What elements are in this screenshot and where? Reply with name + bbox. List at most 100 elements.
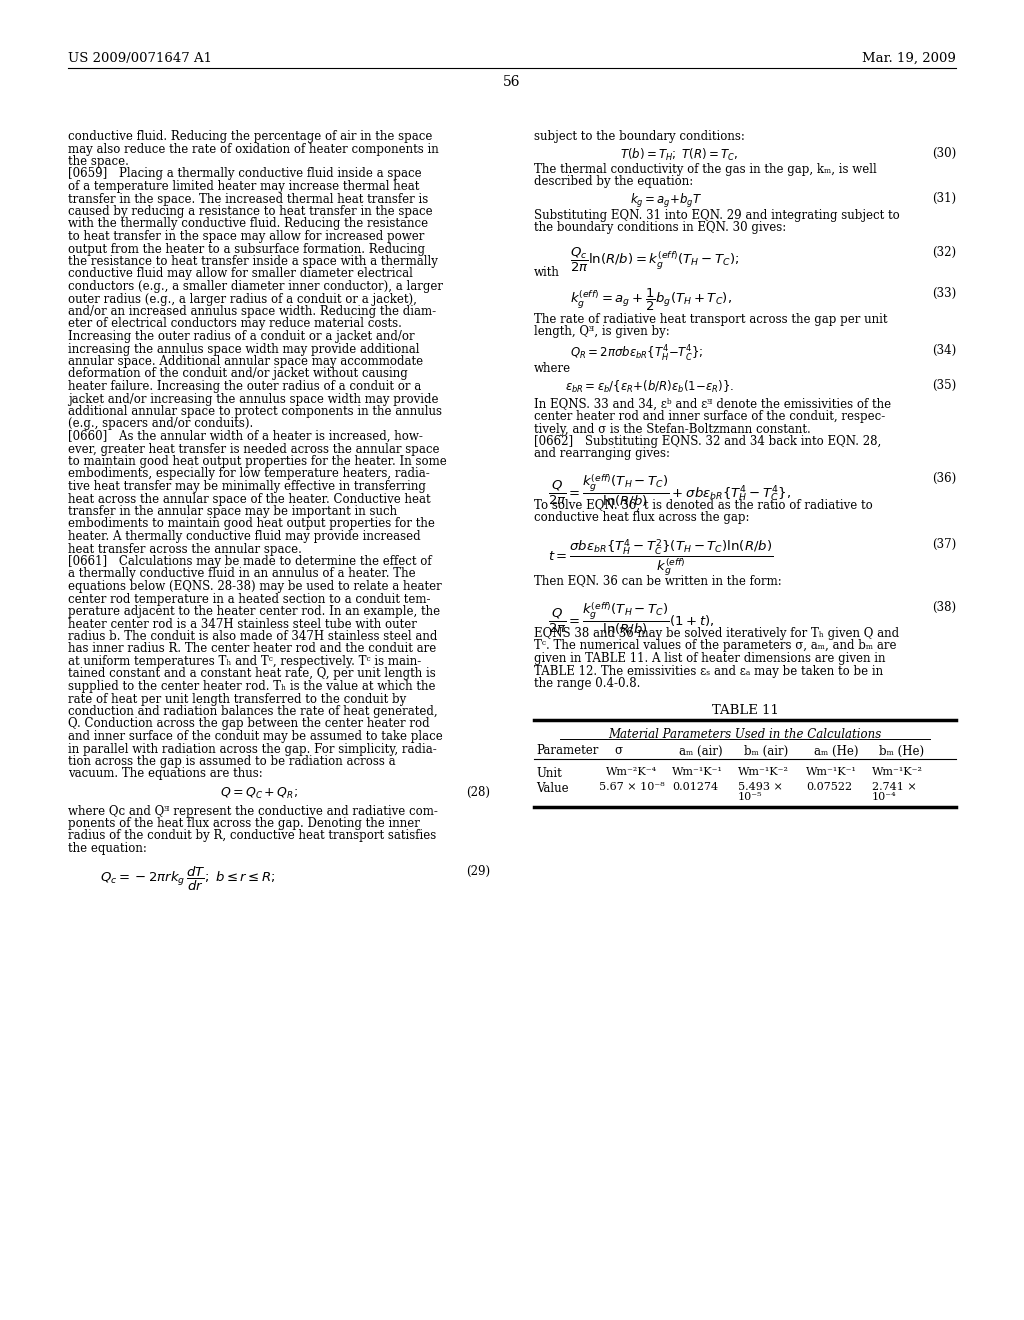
- Text: of a temperature limited heater may increase thermal heat: of a temperature limited heater may incr…: [68, 180, 420, 193]
- Text: center rod temperature in a heated section to a conduit tem-: center rod temperature in a heated secti…: [68, 593, 430, 606]
- Text: $k_g{=}a_g{+}b_gT$: $k_g{=}a_g{+}b_gT$: [630, 191, 702, 210]
- Text: conductive heat flux across the gap:: conductive heat flux across the gap:: [534, 511, 750, 524]
- Text: Wm⁻¹K⁻²: Wm⁻¹K⁻²: [872, 767, 923, 777]
- Text: output from the heater to a subsurface formation. Reducing: output from the heater to a subsurface f…: [68, 243, 425, 256]
- Text: $Q=Q_C+Q_R;$: $Q=Q_C+Q_R;$: [220, 785, 298, 801]
- Text: [0660] As the annular width of a heater is increased, how-: [0660] As the annular width of a heater …: [68, 430, 423, 444]
- Text: $T(b){=}T_H;\; T(R){=}T_C,$: $T(b){=}T_H;\; T(R){=}T_C,$: [620, 147, 738, 162]
- Text: ponents of the heat flux across the gap. Denoting the inner: ponents of the heat flux across the gap.…: [68, 817, 420, 830]
- Text: $t = \dfrac{\sigma b\varepsilon_{bR}\{T_H^4 - T_C^2\}(T_H - T_C)\ln(R/b)}{k_g^{(: $t = \dfrac{\sigma b\varepsilon_{bR}\{T_…: [548, 537, 773, 579]
- Text: $Q_R{=}2\pi\sigma b\varepsilon_{bR}\{T_H^4{-}T_C^4\};$: $Q_R{=}2\pi\sigma b\varepsilon_{bR}\{T_H…: [570, 345, 703, 364]
- Text: annular space. Additional annular space may accommodate: annular space. Additional annular space …: [68, 355, 423, 368]
- Text: Wm⁻²K⁻⁴: Wm⁻²K⁻⁴: [606, 767, 657, 777]
- Text: Then EQN. 36 can be written in the form:: Then EQN. 36 can be written in the form:: [534, 574, 781, 587]
- Text: US 2009/0071647 A1: US 2009/0071647 A1: [68, 51, 212, 65]
- Text: 5.493 ×: 5.493 ×: [738, 781, 783, 792]
- Text: [0662] Substituting EQNS. 32 and 34 back into EQN. 28,: [0662] Substituting EQNS. 32 and 34 back…: [534, 436, 882, 447]
- Text: (32): (32): [932, 246, 956, 259]
- Text: with: with: [534, 267, 560, 279]
- Text: the equation:: the equation:: [68, 842, 146, 855]
- Text: (36): (36): [932, 473, 956, 484]
- Text: with the thermally conductive fluid. Reducing the resistance: with the thermally conductive fluid. Red…: [68, 218, 428, 231]
- Text: heat transfer across the annular space.: heat transfer across the annular space.: [68, 543, 302, 556]
- Text: conduction and radiation balances the rate of heat generated,: conduction and radiation balances the ra…: [68, 705, 437, 718]
- Text: tive heat transfer may be minimally effective in transferring: tive heat transfer may be minimally effe…: [68, 480, 426, 492]
- Text: deformation of the conduit and/or jacket without causing: deformation of the conduit and/or jacket…: [68, 367, 408, 380]
- Text: 56: 56: [503, 75, 521, 88]
- Text: 0.01274: 0.01274: [672, 781, 718, 792]
- Text: (30): (30): [932, 147, 956, 160]
- Text: aₘ (air): aₘ (air): [679, 744, 723, 758]
- Text: additional annular space to protect components in the annulus: additional annular space to protect comp…: [68, 405, 442, 418]
- Text: the range 0.4-0.8.: the range 0.4-0.8.: [534, 677, 640, 690]
- Text: (38): (38): [932, 601, 956, 614]
- Text: bₘ (air): bₘ (air): [744, 744, 788, 758]
- Text: eter of electrical conductors may reduce material costs.: eter of electrical conductors may reduce…: [68, 318, 401, 330]
- Text: [0661] Calculations may be made to determine the effect of: [0661] Calculations may be made to deter…: [68, 554, 432, 568]
- Text: Parameter: Parameter: [536, 744, 598, 758]
- Text: the boundary conditions in EQN. 30 gives:: the boundary conditions in EQN. 30 gives…: [534, 220, 786, 234]
- Text: (37): (37): [932, 537, 956, 550]
- Text: (28): (28): [466, 785, 490, 799]
- Text: radius b. The conduit is also made of 347H stainless steel and: radius b. The conduit is also made of 34…: [68, 630, 437, 643]
- Text: In EQNS. 33 and 34, εᵇ and εᴲ denote the emissivities of the: In EQNS. 33 and 34, εᵇ and εᴲ denote the…: [534, 397, 891, 411]
- Text: equations below (EQNS. 28-38) may be used to relate a heater: equations below (EQNS. 28-38) may be use…: [68, 579, 441, 593]
- Text: the resistance to heat transfer inside a space with a thermally: the resistance to heat transfer inside a…: [68, 255, 438, 268]
- Text: (35): (35): [932, 379, 956, 392]
- Text: $Q_c = -2\pi r k_g\,\dfrac{dT}{dr};\; b \leq r \leq R;$: $Q_c = -2\pi r k_g\,\dfrac{dT}{dr};\; b …: [100, 865, 275, 892]
- Text: where Qᴄ and Qᴲ represent the conductive and radiative com-: where Qᴄ and Qᴲ represent the conductive…: [68, 804, 438, 817]
- Text: The thermal conductivity of the gas in the gap, kₘ, is well: The thermal conductivity of the gas in t…: [534, 162, 877, 176]
- Text: (31): (31): [932, 191, 956, 205]
- Text: 10⁻⁵: 10⁻⁵: [738, 792, 763, 803]
- Text: Value: Value: [536, 781, 568, 795]
- Text: Wm⁻¹K⁻²: Wm⁻¹K⁻²: [738, 767, 790, 777]
- Text: heater center rod is a 347H stainless steel tube with outer: heater center rod is a 347H stainless st…: [68, 618, 417, 631]
- Text: Material Parameters Used in the Calculations: Material Parameters Used in the Calculat…: [608, 729, 882, 741]
- Text: supplied to the center heater rod. Tₕ is the value at which the: supplied to the center heater rod. Tₕ is…: [68, 680, 435, 693]
- Text: TABLE 11: TABLE 11: [712, 704, 778, 717]
- Text: Increasing the outer radius of a conduit or a jacket and/or: Increasing the outer radius of a conduit…: [68, 330, 415, 343]
- Text: outer radius (e.g., a larger radius of a conduit or a jacket),: outer radius (e.g., a larger radius of a…: [68, 293, 417, 305]
- Text: (29): (29): [466, 865, 490, 878]
- Text: to maintain good heat output properties for the heater. In some: to maintain good heat output properties …: [68, 455, 446, 469]
- Text: tained constant and a constant heat rate, Q, per unit length is: tained constant and a constant heat rate…: [68, 668, 436, 681]
- Text: aₘ (He): aₘ (He): [814, 744, 858, 758]
- Text: at uniform temperatures Tₕ and Tᶜ, respectively. Tᶜ is main-: at uniform temperatures Tₕ and Tᶜ, respe…: [68, 655, 421, 668]
- Text: Wm⁻¹K⁻¹: Wm⁻¹K⁻¹: [806, 767, 857, 777]
- Text: jacket and/or increasing the annulus space width may provide: jacket and/or increasing the annulus spa…: [68, 392, 438, 405]
- Text: 5.67 × 10⁻⁸: 5.67 × 10⁻⁸: [599, 781, 665, 792]
- Text: subject to the boundary conditions:: subject to the boundary conditions:: [534, 129, 744, 143]
- Text: heater failure. Increasing the outer radius of a conduit or a: heater failure. Increasing the outer rad…: [68, 380, 421, 393]
- Text: to heat transfer in the space may allow for increased power: to heat transfer in the space may allow …: [68, 230, 424, 243]
- Text: To solve EQN. 36, t is denoted as the ratio of radiative to: To solve EQN. 36, t is denoted as the ra…: [534, 499, 872, 511]
- Text: (33): (33): [932, 286, 956, 300]
- Text: and inner surface of the conduit may be assumed to take place: and inner surface of the conduit may be …: [68, 730, 442, 743]
- Text: The rate of radiative heat transport across the gap per unit: The rate of radiative heat transport acr…: [534, 313, 888, 326]
- Text: caused by reducing a resistance to heat transfer in the space: caused by reducing a resistance to heat …: [68, 205, 432, 218]
- Text: EQNS 38 and 36 may be solved iteratively for Tₕ given Q and: EQNS 38 and 36 may be solved iteratively…: [534, 627, 899, 640]
- Text: and/or an increased annulus space width. Reducing the diam-: and/or an increased annulus space width.…: [68, 305, 436, 318]
- Text: and rearranging gives:: and rearranging gives:: [534, 447, 670, 461]
- Text: (34): (34): [932, 345, 956, 356]
- Text: heater. A thermally conductive fluid may provide increased: heater. A thermally conductive fluid may…: [68, 531, 421, 543]
- Text: given in TABLE 11. A list of heater dimensions are given in: given in TABLE 11. A list of heater dime…: [534, 652, 886, 665]
- Text: bₘ (He): bₘ (He): [879, 744, 924, 758]
- Text: radius of the conduit by R, conductive heat transport satisfies: radius of the conduit by R, conductive h…: [68, 829, 436, 842]
- Text: $k_g^{(eff)} = a_g + \dfrac{1}{2}b_g(T_H + T_C),$: $k_g^{(eff)} = a_g + \dfrac{1}{2}b_g(T_H…: [570, 286, 732, 313]
- Text: TABLE 12. The emissivities εₛ and εₐ may be taken to be in: TABLE 12. The emissivities εₛ and εₐ may…: [534, 664, 883, 677]
- Text: has inner radius R. The center heater rod and the conduit are: has inner radius R. The center heater ro…: [68, 643, 436, 656]
- Text: where: where: [534, 363, 571, 375]
- Text: conductors (e.g., a smaller diameter inner conductor), a larger: conductors (e.g., a smaller diameter inn…: [68, 280, 443, 293]
- Text: $\varepsilon_{bR}{=}\varepsilon_b/\{\varepsilon_R{+}(b/R)\varepsilon_b(1{-}\vare: $\varepsilon_{bR}{=}\varepsilon_b/\{\var…: [565, 379, 734, 395]
- Text: increasing the annulus space width may provide additional: increasing the annulus space width may p…: [68, 342, 420, 355]
- Text: 0.07522: 0.07522: [806, 781, 852, 792]
- Text: conductive fluid. Reducing the percentage of air in the space: conductive fluid. Reducing the percentag…: [68, 129, 432, 143]
- Text: embodiments to maintain good heat output properties for the: embodiments to maintain good heat output…: [68, 517, 435, 531]
- Text: Mar. 19, 2009: Mar. 19, 2009: [862, 51, 956, 65]
- Text: $\dfrac{Q_c}{2\pi}\ln(R/b) = k_g^{(eff)}(T_H - T_C);$: $\dfrac{Q_c}{2\pi}\ln(R/b) = k_g^{(eff)}…: [570, 246, 739, 273]
- Text: embodiments, especially for low temperature heaters, radia-: embodiments, especially for low temperat…: [68, 467, 430, 480]
- Text: [0659] Placing a thermally conductive fluid inside a space: [0659] Placing a thermally conductive fl…: [68, 168, 422, 181]
- Text: σ: σ: [614, 744, 622, 758]
- Text: transfer in the space. The increased thermal heat transfer is: transfer in the space. The increased the…: [68, 193, 428, 206]
- Text: transfer in the annular space may be important in such: transfer in the annular space may be imp…: [68, 506, 397, 517]
